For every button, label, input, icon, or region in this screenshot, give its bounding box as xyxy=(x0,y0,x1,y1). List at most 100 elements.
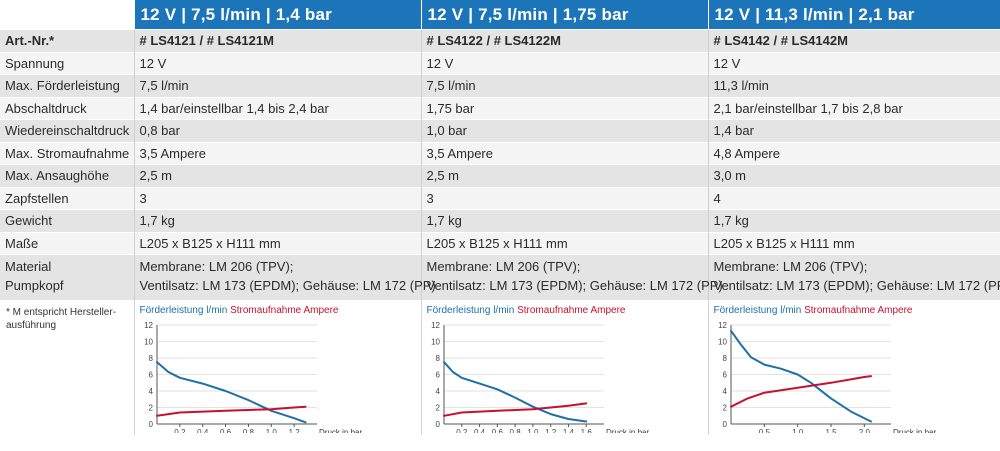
cell-value: 7,5 l/min xyxy=(420,74,708,97)
row-label: Wiedereinschaltdruck xyxy=(0,119,134,142)
cell-value: 2,5 m xyxy=(420,164,708,187)
flow-curve xyxy=(729,329,872,423)
header-model-2: 12 V | 7,5 l/min | 1,75 bar xyxy=(420,0,708,30)
row-material: Material Pumpkopf Membrane: LM 206 (TPV);… xyxy=(0,254,1000,301)
y-tick-label: 6 xyxy=(722,371,727,380)
row-label: Abschaltdruck xyxy=(0,96,134,120)
x-tick-label: 0,8 xyxy=(242,428,254,433)
x-tick-label: 0,2 xyxy=(456,428,468,433)
row-label: Art.-Nr.* xyxy=(0,29,134,52)
material-line2: Ventilsatz: LM 173 (EPDM); Gehäuse: LM 1… xyxy=(713,278,1000,293)
pump-curve-chart-3: 0 2 4 6 8 10 12 0,5 1,0 1,5 2,0 Druck in bar xyxy=(718,321,936,433)
cell-value: L205 x B125 x H111 mm xyxy=(707,231,1000,255)
legend-current: Stromaufnahme Ampere xyxy=(517,305,626,316)
row-wiedereinschaltdruck: Wiedereinschaltdruck 0,8 bar 1,0 bar 1,4… xyxy=(0,119,1000,142)
material-line1: Membrane: LM 206 (TPV); xyxy=(713,259,868,274)
chart-legend: Förderleistung l/min Stromaufnahme Amper… xyxy=(135,301,421,316)
cell-value: 12 V xyxy=(133,51,421,75)
cell-value: 3,5 Ampere xyxy=(133,141,421,165)
header-model-3: 12 V | 11,3 l/min | 2,1 bar xyxy=(707,0,1000,30)
pump-curve-chart-2: 0 2 4 6 8 10 12 0,2 0,4 0,6 0,8 1,0 1,2 1,4 1,6 Druck i… xyxy=(431,321,649,433)
x-tick-label: 1,4 xyxy=(562,428,574,433)
y-tick-label: 8 xyxy=(722,354,727,363)
row-label: Max. Förderleistung xyxy=(0,74,134,97)
cell-value: L205 x B125 x H111 mm xyxy=(420,231,708,255)
row-label: Zapfstellen xyxy=(0,186,134,210)
legend-flow: Förderleistung l/min xyxy=(713,305,802,316)
material-line2: Ventilsatz: LM 173 (EPDM); Gehäuse: LM 1… xyxy=(426,278,723,293)
x-tick-label: 0,4 xyxy=(473,428,485,433)
cell-value: # LS4121 / # LS4121M xyxy=(133,29,421,52)
chart-legend: Förderleistung l/min Stromaufnahme Amper… xyxy=(709,301,1000,316)
material-line1: Membrane: LM 206 (TPV); xyxy=(426,259,581,274)
material-label-line1: Material xyxy=(5,259,52,274)
cell-value: # LS4142 / # LS4142M xyxy=(707,29,1000,52)
footnote: * M entspricht Hersteller-ausführung xyxy=(6,307,117,331)
y-tick-label: 0 xyxy=(148,420,153,429)
y-tick-label: 10 xyxy=(431,338,440,347)
cell-value: 7,5 l/min xyxy=(133,74,421,97)
row-label: Gewicht xyxy=(0,209,134,232)
row-label: Max. Stromaufnahme xyxy=(0,141,134,165)
x-tick-label: 1,2 xyxy=(545,428,557,433)
y-tick-label: 4 xyxy=(435,387,440,396)
x-tick-label: 1,6 xyxy=(580,428,592,433)
cell-value: Membrane: LM 206 (TPV); Ventilsatz: LM 17… xyxy=(133,254,436,301)
cell-value: Membrane: LM 206 (TPV); Ventilsatz: LM 17… xyxy=(420,254,723,301)
y-tick-label: 4 xyxy=(148,387,153,396)
cell-value: 11,3 l/min xyxy=(707,74,1000,97)
cell-value: 3 xyxy=(420,186,708,210)
row-charts: * M entspricht Hersteller-ausführung För… xyxy=(0,300,1000,435)
header-corner xyxy=(0,0,134,30)
x-tick-label: 0,4 xyxy=(197,428,209,433)
legend-current: Stromaufnahme Ampere xyxy=(804,305,913,316)
row-foerderleistung: Max. Förderleistung 7,5 l/min 7,5 l/min … xyxy=(0,74,1000,97)
x-tick-label: 0,6 xyxy=(491,428,503,433)
row-label: Spannung xyxy=(0,51,134,75)
x-tick-label: 0,2 xyxy=(174,428,186,433)
cell-value: 3 xyxy=(133,186,421,210)
header-row: 12 V | 7,5 l/min | 1,4 bar 12 V | 7,5 l/… xyxy=(0,0,1000,30)
current-curve xyxy=(155,405,307,417)
cell-value: 1,0 bar xyxy=(420,119,708,142)
x-tick-label: 0,8 xyxy=(509,428,521,433)
x-tick-label: 2,0 xyxy=(858,428,870,433)
y-tick-label: 10 xyxy=(144,338,153,347)
legend-flow: Förderleistung l/min xyxy=(426,305,515,316)
row-spannung: Spannung 12 V 12 V 12 V xyxy=(0,51,1000,75)
row-gewicht: Gewicht 1,7 kg 1,7 kg 1,7 kg xyxy=(0,209,1000,232)
x-axis-label: Druck in bar xyxy=(606,428,649,433)
row-label: Maße xyxy=(0,231,134,255)
legend-flow: Förderleistung l/min xyxy=(139,305,228,316)
row-zapfstellen: Zapfstellen 3 3 4 xyxy=(0,186,1000,210)
cell-value: # LS4122 / # LS4122M xyxy=(420,29,708,52)
flow-curve xyxy=(442,361,587,423)
y-tick-label: 2 xyxy=(148,404,153,413)
x-tick-label: 1,2 xyxy=(288,428,300,433)
row-abschaltdruck: Abschaltdruck 1,4 bar/einstellbar 1,4 bi… xyxy=(0,96,1000,120)
flow-curve xyxy=(155,361,307,424)
material-line2: Ventilsatz: LM 173 (EPDM); Gehäuse: LM 1… xyxy=(139,278,436,293)
y-tick-label: 8 xyxy=(435,354,440,363)
cell-value: 3,0 m xyxy=(707,164,1000,187)
x-tick-label: 1,5 xyxy=(825,428,837,433)
y-tick-label: 4 xyxy=(722,387,727,396)
x-tick-label: 1,0 xyxy=(792,428,804,433)
cell-value: 1,7 kg xyxy=(420,209,708,232)
y-tick-label: 12 xyxy=(431,321,440,330)
current-curve xyxy=(729,375,872,408)
cell-value: 2,1 bar/einstellbar 1,7 bis 2,8 bar xyxy=(707,96,1000,120)
cell-value: 1,7 kg xyxy=(133,209,421,232)
cell-value: 0,8 bar xyxy=(133,119,421,142)
x-axis-label: Druck in bar xyxy=(319,428,362,433)
x-tick-label: 0,5 xyxy=(758,428,770,433)
row-masse: Maße L205 x B125 x H111 mm L205 x B125 x… xyxy=(0,231,1000,255)
header-model-1: 12 V | 7,5 l/min | 1,4 bar xyxy=(133,0,421,30)
y-tick-label: 10 xyxy=(718,338,727,347)
cell-value: L205 x B125 x H111 mm xyxy=(133,231,421,255)
row-label: Material Pumpkopf xyxy=(0,254,134,301)
cell-value: 1,4 bar/einstellbar 1,4 bis 2,4 bar xyxy=(133,96,421,120)
x-axis-label: Druck in bar xyxy=(893,428,936,433)
chart-legend: Förderleistung l/min Stromaufnahme Amper… xyxy=(422,301,708,316)
